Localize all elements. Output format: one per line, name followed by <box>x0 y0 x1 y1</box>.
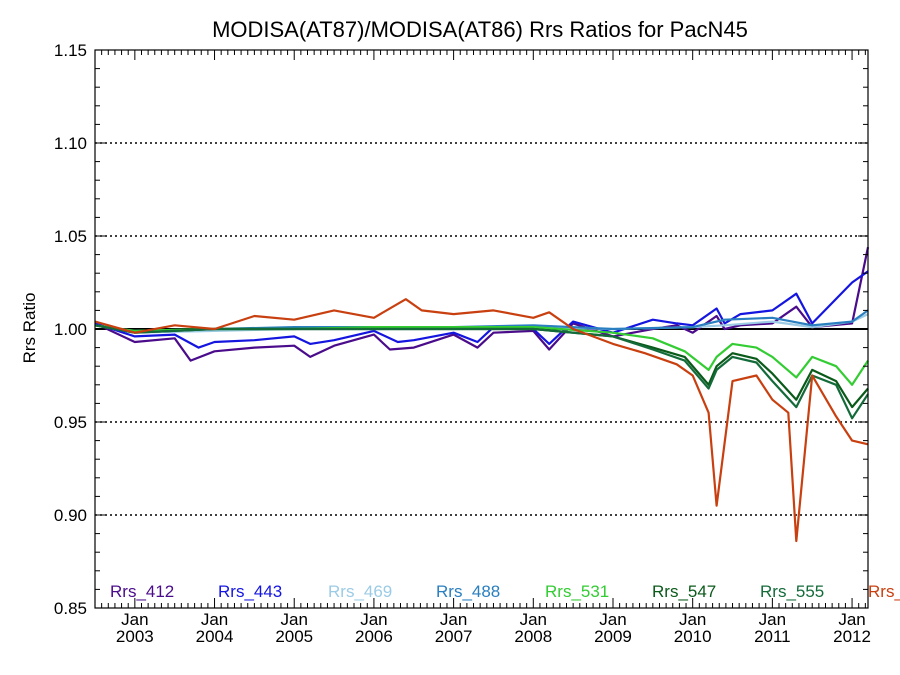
x-tick-label-year: 2012 <box>833 627 871 646</box>
x-tick-label-year: 2010 <box>674 627 712 646</box>
x-tick-label-month: Jan <box>599 610 626 629</box>
y-tick-label: 1.00 <box>54 320 87 339</box>
legend-item: Rrs_488 <box>436 582 500 601</box>
x-tick-label-month: Jan <box>360 610 387 629</box>
y-tick-label: 0.90 <box>54 506 87 525</box>
x-tick-label-year: 2003 <box>116 627 154 646</box>
x-tick-label-year: 2004 <box>196 627 234 646</box>
y-axis-label: Rrs Ratio <box>20 293 39 364</box>
x-tick-label-month: Jan <box>838 610 865 629</box>
x-tick-label-month: Jan <box>281 610 308 629</box>
x-tick-label-year: 2008 <box>514 627 552 646</box>
x-tick-label-year: 2009 <box>594 627 632 646</box>
y-tick-label: 0.95 <box>54 413 87 432</box>
axes-layer: 0.850.900.951.001.051.101.15Jan2003Jan20… <box>54 41 871 646</box>
legend-item: Rrs_469 <box>328 582 392 601</box>
plot-frame <box>94 49 869 609</box>
x-tick-label-year: 2011 <box>754 627 791 646</box>
legend-item: Rrs_531 <box>545 582 609 601</box>
legend-layer: Rrs_412 Rrs_443 Rrs_469 Rrs_488 Rrs_531 Rrs_5… <box>110 582 900 601</box>
x-tick-label-month: Jan <box>121 610 148 629</box>
legend-item: Rrs_547 <box>652 582 716 601</box>
y-tick-label: 0.85 <box>54 599 87 618</box>
x-tick-label-year: 2006 <box>355 627 393 646</box>
chart-title: MODISA(AT87)/MODISA(AT86) Rrs Ratios for… <box>212 17 748 42</box>
y-tick-label: 1.15 <box>54 41 87 60</box>
legend-item: Rrs_443 <box>218 582 282 601</box>
legend-item: Rrs_667 <box>868 582 900 601</box>
series-line-rrs-555 <box>94 324 869 420</box>
x-tick-label-month: Jan <box>201 610 228 629</box>
series-line-rrs-443 <box>94 270 869 349</box>
x-tick-label-month: Jan <box>520 610 547 629</box>
x-tick-label-year: 2007 <box>435 627 473 646</box>
series-line-rrs-412 <box>94 246 870 362</box>
series-layer <box>94 246 870 543</box>
legend-item: Rrs_412 <box>110 582 174 601</box>
x-tick-label-month: Jan <box>759 610 786 629</box>
legend-item: Rrs_555 <box>760 582 824 601</box>
x-tick-label-year: 2005 <box>275 627 313 646</box>
x-tick-label-month: Jan <box>679 610 706 629</box>
y-tick-label: 1.10 <box>54 134 87 153</box>
x-tick-label-month: Jan <box>440 610 467 629</box>
y-tick-label: 1.05 <box>54 227 87 246</box>
series-line-rrs-667 <box>94 298 869 543</box>
